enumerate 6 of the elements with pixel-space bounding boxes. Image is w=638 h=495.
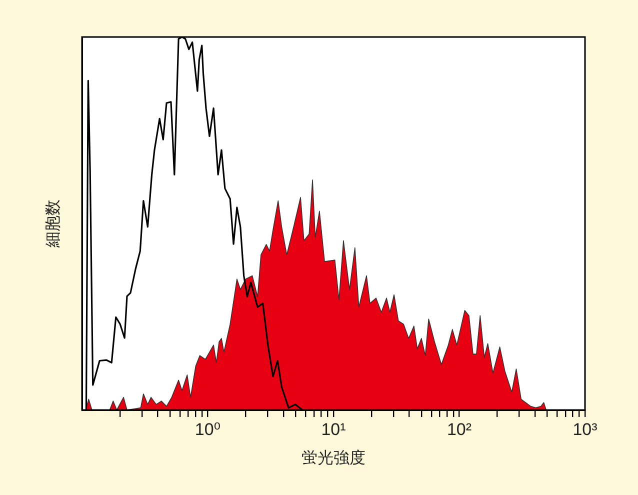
y-axis-title: 細胞数 — [45, 200, 62, 248]
x-tick-label: 10¹ — [321, 420, 346, 439]
x-tick-label: 10⁰ — [194, 420, 221, 439]
x-tick-label: 10² — [446, 420, 472, 439]
x-axis-title: 蛍光強度 — [302, 448, 366, 467]
x-tick-label: 10³ — [572, 420, 598, 439]
